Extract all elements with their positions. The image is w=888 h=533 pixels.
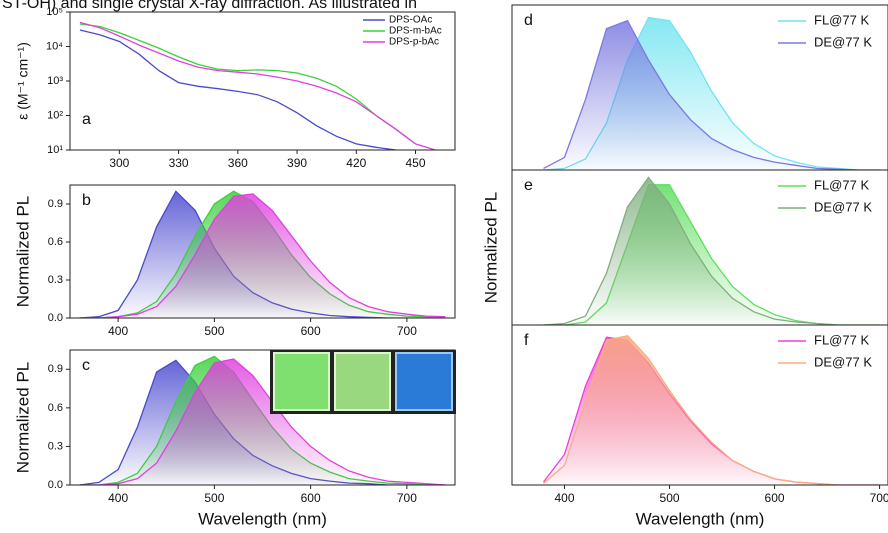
panel-label: d [524,12,533,29]
area [79,193,446,318]
y-tick-label: 10¹ [47,144,63,156]
x-tick-label: 500 [660,491,680,505]
line [543,176,880,325]
photo [273,352,330,411]
y-tick-label: 0.9 [48,363,63,375]
frame [69,184,456,319]
line [79,29,396,150]
y-tick-label: 0.6 [48,236,63,248]
frame [69,349,456,486]
plot-area [542,334,880,485]
x-tick-label: 700 [870,491,888,505]
caption-fragment: ST-OH) and single crystal X-ray diffract… [2,0,417,12]
legend-label: DPS-p-bAc [389,37,439,48]
y-tick-label: 10⁴ [46,40,63,52]
plot-area [79,190,446,318]
line [79,23,416,145]
line [543,19,880,170]
legend-label: DPS-OAc [389,15,432,26]
y-axis-label: Normalized PL [481,192,500,304]
panel-label: b [82,192,91,209]
line [79,193,446,318]
y-axis-label: ε (M⁻¹ cm⁻¹) [15,42,31,120]
area [543,20,880,170]
plot-area [543,16,880,170]
photo [395,352,453,411]
area [543,177,880,325]
y-axis-label: Normalized PL [13,196,32,308]
x-tick-label: 400 [108,491,128,505]
plot-area [79,21,436,150]
frame [511,324,888,486]
y-tick-label: 10² [47,109,63,121]
photo [334,352,391,411]
x-tick-label: 360 [228,156,248,170]
x-tick-label: 700 [397,491,417,505]
y-tick-label: 10³ [47,75,63,87]
y-tick-label: 0.0 [48,479,63,491]
x-tick-label: 700 [397,324,417,338]
line [79,358,446,485]
x-axis-label: Wavelength (nm) [198,509,327,528]
legend-label: DE@77 K [814,199,872,214]
panel-label: f [524,332,529,349]
x-tick-label: 450 [405,156,425,170]
panel-label: e [524,177,533,194]
x-tick-label: 420 [346,156,366,170]
x-axis-label: Wavelength (nm) [636,509,765,528]
legend-label: FL@77 K [814,12,869,27]
legend-label: DE@77 K [814,34,872,49]
legend-label: DE@77 K [814,354,872,369]
y-tick-label: 10⁵ [46,6,63,18]
panel-label: c [82,357,90,374]
y-axis-label: Normalized PL [13,362,32,474]
x-tick-label: 500 [204,324,224,338]
x-tick-label: 500 [204,491,224,505]
plot-area [543,176,880,325]
area [79,359,446,485]
plot-area [79,355,446,485]
panel-label: a [82,111,91,128]
line [79,21,436,150]
x-tick-label: 330 [169,156,189,170]
legend-label: FL@77 K [814,332,869,347]
y-tick-label: 0.0 [48,312,63,324]
y-tick-label: 0.3 [48,274,63,286]
x-tick-label: 400 [108,324,128,338]
y-tick-label: 0.3 [48,440,63,452]
y-tick-label: 0.6 [48,402,63,414]
y-tick-label: 0.9 [48,198,63,210]
inset-photos [270,350,456,414]
x-tick-label: 400 [554,491,574,505]
legend-label: FL@77 K [814,177,869,192]
area [543,335,880,485]
line [543,334,880,485]
x-tick-label: 390 [287,156,307,170]
x-tick-label: 600 [765,491,785,505]
x-tick-label: 300 [109,156,129,170]
x-tick-label: 600 [301,491,321,505]
legend-label: DPS-m-bAc [389,26,442,37]
x-tick-label: 600 [301,324,321,338]
